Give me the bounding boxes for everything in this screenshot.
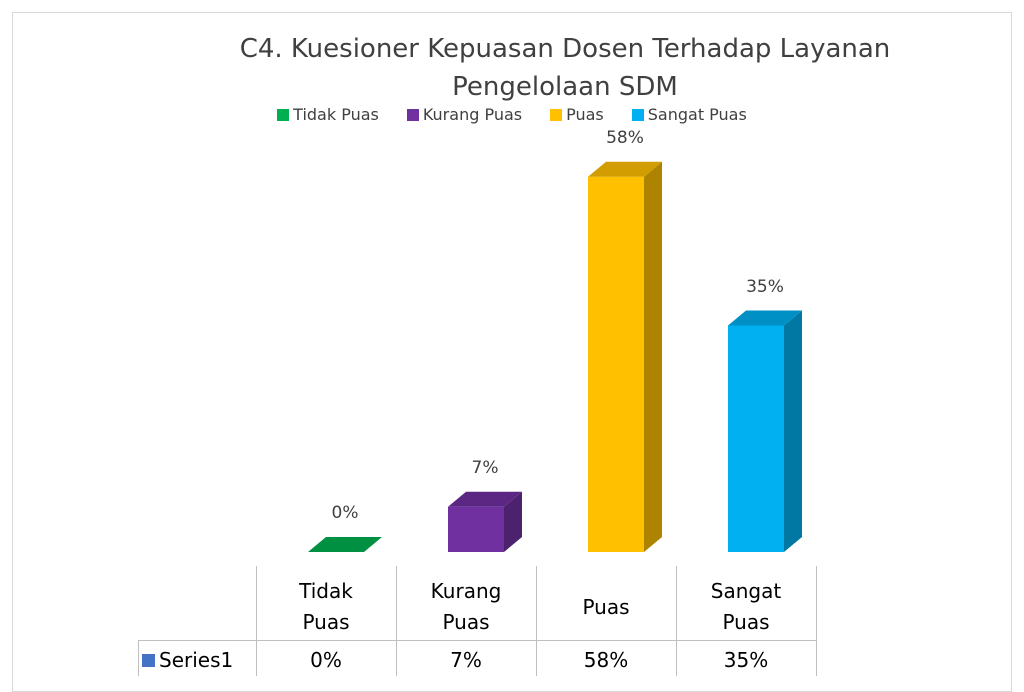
table-line [256, 566, 257, 676]
legend-item: Puas [550, 105, 604, 124]
legend-item: Tidak Puas [277, 105, 379, 124]
bar [588, 161, 662, 553]
chart-title: C4. Kuesioner Kepuasan Dosen Terhadap La… [239, 34, 891, 102]
category-label: Tidak Puas [299, 579, 353, 634]
legend-item: Sangat Puas [631, 105, 747, 124]
table-line [138, 640, 139, 676]
category-label: Puas [582, 594, 630, 619]
page: C4. Kuesioner Kepuasan Dosen Terhadap La… [0, 12, 1024, 692]
data-label: 35% [746, 276, 784, 297]
legend-swatch [406, 109, 419, 121]
table-line [676, 566, 677, 676]
table-value: 0% [310, 647, 342, 672]
bar-top [308, 537, 382, 552]
table-line [816, 566, 817, 676]
bar-top [728, 310, 802, 326]
table-value: 58% [583, 647, 629, 672]
category-label: Sangat Puas [710, 579, 782, 634]
bar-front [448, 506, 504, 552]
series-cell: Series1 [142, 642, 254, 678]
bar-top [448, 491, 522, 507]
category-label: Kurang Puas [430, 579, 502, 634]
bar-side [504, 491, 522, 552]
data-label: 58% [606, 127, 644, 148]
table-line [536, 566, 537, 676]
bar-front [588, 176, 644, 553]
bar-side [644, 161, 662, 553]
legend: Tidak Puas Kurang Puas Puas Sangat Puas [0, 105, 1024, 124]
bar-side [784, 310, 802, 552]
table-value: 35% [723, 647, 769, 672]
data-label: 7% [471, 457, 499, 478]
bar [308, 537, 382, 552]
legend-label: Puas [566, 105, 604, 124]
table-line [138, 640, 816, 641]
series-name: Series1 [159, 647, 234, 672]
chart [308, 161, 802, 553]
series-swatch [142, 653, 155, 667]
legend-swatch [550, 109, 563, 121]
legend-swatch [277, 109, 290, 121]
legend-item: Kurang Puas [406, 105, 523, 124]
table-line [396, 566, 397, 676]
legend-swatch [631, 109, 644, 121]
legend-label: Kurang Puas [422, 105, 523, 124]
data-label: 0% [331, 503, 359, 523]
bar-front [728, 325, 784, 552]
legend-label: Tidak Puas [293, 105, 379, 124]
legend-label: Sangat Puas [647, 105, 747, 124]
bar-top [588, 161, 662, 177]
table-value: 7% [450, 647, 482, 672]
bar [448, 491, 522, 552]
bar [728, 310, 802, 552]
